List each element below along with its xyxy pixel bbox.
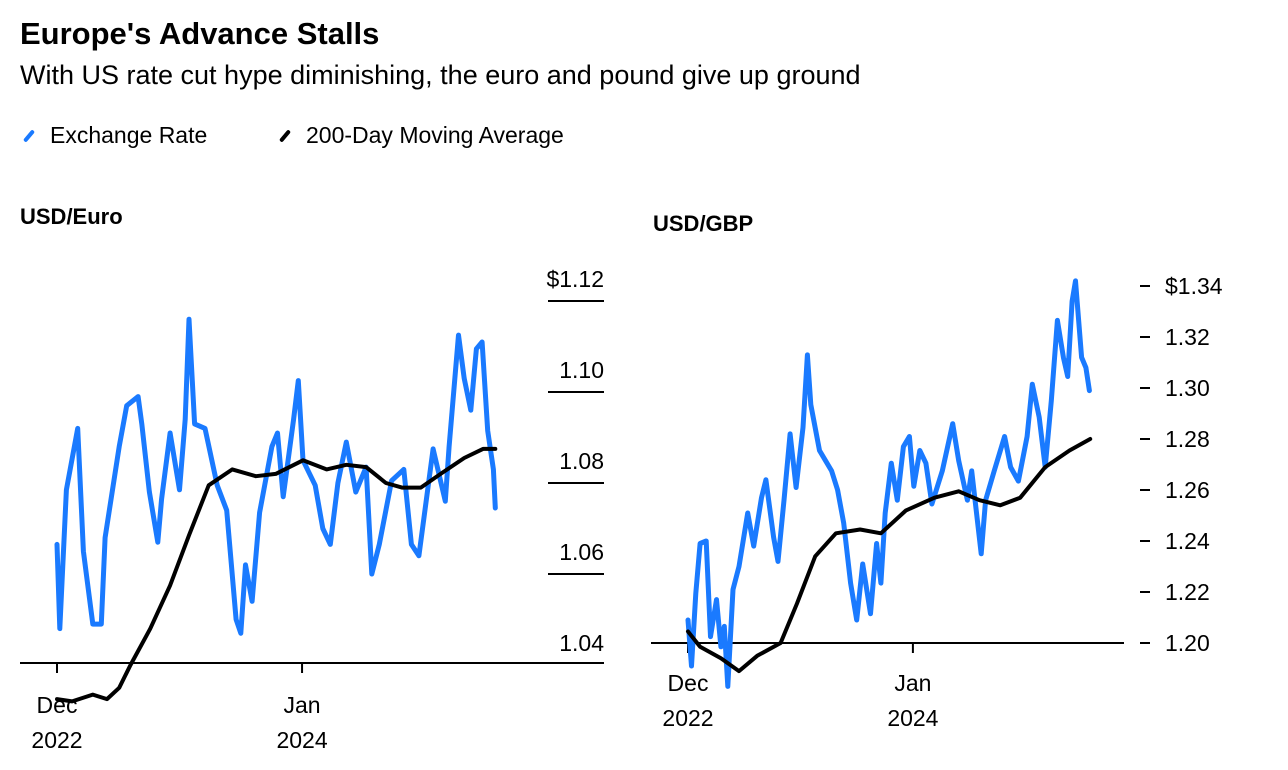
y-tick-label: 1.06 <box>559 539 604 565</box>
y-tick-label: 1.26 <box>1165 477 1210 503</box>
x-tick-label-month: Dec <box>37 692 78 718</box>
series-line-moving-average <box>686 437 1093 674</box>
legend-item-moving-average: 200-Day Moving Average <box>278 122 564 149</box>
legend-label: 200-Day Moving Average <box>306 122 564 148</box>
y-tick-label: 1.04 <box>559 630 604 656</box>
x-tick-label-year: 2022 <box>31 727 82 753</box>
legend-item-exchange-rate: Exchange Rate <box>22 122 207 149</box>
panel-title-usd-gbp: USD/GBP <box>653 211 754 236</box>
chart-subtitle: With US rate cut hype diminishing, the e… <box>20 60 861 90</box>
x-tick-label-month: Jan <box>894 670 931 696</box>
panel-title-usd-euro: USD/Euro <box>20 204 123 229</box>
series-line-exchange-rate <box>54 316 498 636</box>
y-tick-label: 1.22 <box>1165 579 1210 605</box>
series-line-moving-average <box>55 446 498 704</box>
x-tick-label-year: 2022 <box>662 705 713 731</box>
y-tick-label: 1.08 <box>559 448 604 474</box>
y-tick-label: 1.32 <box>1165 324 1210 350</box>
x-tick-label-year: 2024 <box>887 705 938 731</box>
legend-label: Exchange Rate <box>50 122 208 148</box>
x-tick-label-year: 2024 <box>276 727 327 753</box>
x-tick-label-month: Jan <box>284 692 321 718</box>
x-tick-label-month: Dec <box>668 670 709 696</box>
y-tick-label: 1.24 <box>1165 528 1210 554</box>
y-tick-label: 1.10 <box>559 357 604 383</box>
y-tick-label: 1.30 <box>1165 375 1210 401</box>
y-tick-label: 1.20 <box>1165 630 1210 656</box>
y-tick-label: 1.28 <box>1165 426 1210 452</box>
chart-title: Europe's Advance Stalls <box>20 16 380 51</box>
y-tick-label: $1.12 <box>546 266 604 292</box>
y-tick-label: $1.34 <box>1165 273 1223 299</box>
series-line-exchange-rate <box>685 278 1092 689</box>
